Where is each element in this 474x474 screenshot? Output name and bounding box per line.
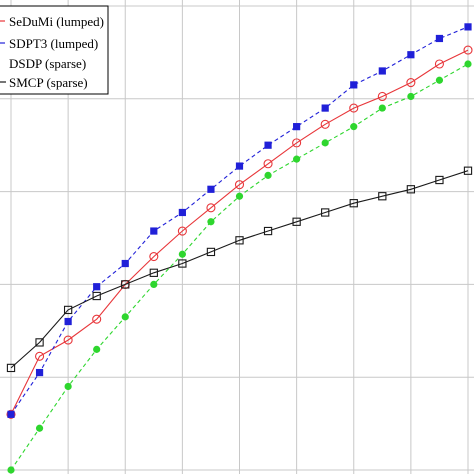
data-point bbox=[349, 199, 358, 208]
data-point bbox=[7, 466, 15, 474]
series-1 bbox=[7, 23, 472, 418]
data-point bbox=[93, 345, 101, 353]
series-3 bbox=[7, 60, 472, 474]
data-point bbox=[235, 162, 244, 170]
data-point bbox=[435, 76, 444, 84]
data-point bbox=[406, 78, 416, 88]
series-0 bbox=[6, 45, 473, 419]
data-point bbox=[264, 141, 272, 149]
series-2 bbox=[6, 166, 473, 373]
data-point bbox=[407, 51, 415, 59]
data-point bbox=[435, 34, 444, 43]
data-point bbox=[35, 351, 45, 361]
data-point bbox=[35, 424, 44, 432]
data-point bbox=[378, 104, 386, 112]
legend-entry-smcp: SMCP (sparse) bbox=[0, 75, 88, 90]
data-point bbox=[206, 203, 216, 213]
data-point bbox=[150, 227, 158, 235]
data-point bbox=[63, 305, 73, 315]
legend-label-sedumi: SeDuMi (lumped) bbox=[9, 14, 104, 29]
data-point bbox=[292, 138, 302, 148]
data-point bbox=[378, 192, 387, 201]
data-point bbox=[407, 92, 415, 101]
data-point bbox=[434, 59, 444, 69]
data-point bbox=[293, 123, 301, 131]
data-point bbox=[121, 313, 129, 321]
data-point bbox=[35, 338, 44, 347]
data-point bbox=[406, 185, 416, 194]
data-point bbox=[63, 335, 73, 345]
data-point bbox=[93, 283, 101, 291]
data-point bbox=[464, 60, 472, 68]
data-point bbox=[235, 192, 244, 200]
data-point bbox=[178, 208, 186, 217]
legend-label-dsdp: DSDP (sparse) bbox=[9, 56, 86, 71]
legend: SeDuMi (lumped) SDPT3 (lumped) DSDP (spa… bbox=[0, 5, 109, 95]
data-point bbox=[320, 119, 330, 129]
data-point bbox=[377, 91, 387, 102]
data-point bbox=[263, 159, 273, 169]
data-point bbox=[150, 280, 158, 288]
legend-entry-sdpt3: SDPT3 (lumped) bbox=[0, 36, 98, 51]
data-point bbox=[207, 185, 215, 193]
data-point bbox=[321, 104, 329, 112]
data-point bbox=[292, 217, 301, 226]
data-point bbox=[350, 123, 358, 131]
legend-label-sdpt3: SDPT3 (lumped) bbox=[9, 36, 98, 51]
data-point bbox=[321, 208, 330, 217]
data-point bbox=[178, 250, 186, 258]
data-point bbox=[264, 171, 272, 179]
data-point bbox=[350, 81, 358, 89]
data-point bbox=[178, 259, 187, 268]
legend-entry-dsdp: DSDP (sparse) bbox=[0, 56, 86, 71]
legend-label-smcp: SMCP (sparse) bbox=[9, 75, 88, 90]
data-point bbox=[207, 218, 215, 226]
data-point bbox=[64, 382, 72, 391]
data-point bbox=[378, 67, 386, 75]
data-point bbox=[234, 180, 245, 190]
data-point bbox=[349, 103, 359, 113]
data-point bbox=[121, 259, 129, 268]
series-layer bbox=[6, 23, 473, 474]
data-point bbox=[177, 226, 187, 236]
data-point bbox=[149, 268, 158, 277]
data-point bbox=[149, 252, 159, 262]
data-point bbox=[121, 280, 130, 289]
data-point bbox=[235, 236, 244, 245]
data-point bbox=[92, 291, 101, 301]
series-line bbox=[10, 170, 469, 369]
data-point bbox=[463, 45, 473, 55]
data-point bbox=[463, 166, 473, 175]
data-point bbox=[6, 409, 16, 419]
data-point bbox=[35, 368, 44, 377]
series-line bbox=[10, 49, 469, 415]
data-point bbox=[92, 314, 102, 324]
data-point bbox=[64, 317, 72, 326]
data-point bbox=[293, 155, 301, 163]
data-point bbox=[7, 410, 15, 418]
data-point bbox=[206, 247, 216, 257]
data-point bbox=[435, 175, 444, 185]
legend-entry-sedumi: SeDuMi (lumped) bbox=[0, 14, 104, 29]
legend-box bbox=[0, 5, 109, 95]
data-point bbox=[321, 139, 329, 147]
data-point bbox=[464, 23, 472, 31]
data-point bbox=[263, 226, 273, 236]
data-point bbox=[6, 363, 16, 373]
